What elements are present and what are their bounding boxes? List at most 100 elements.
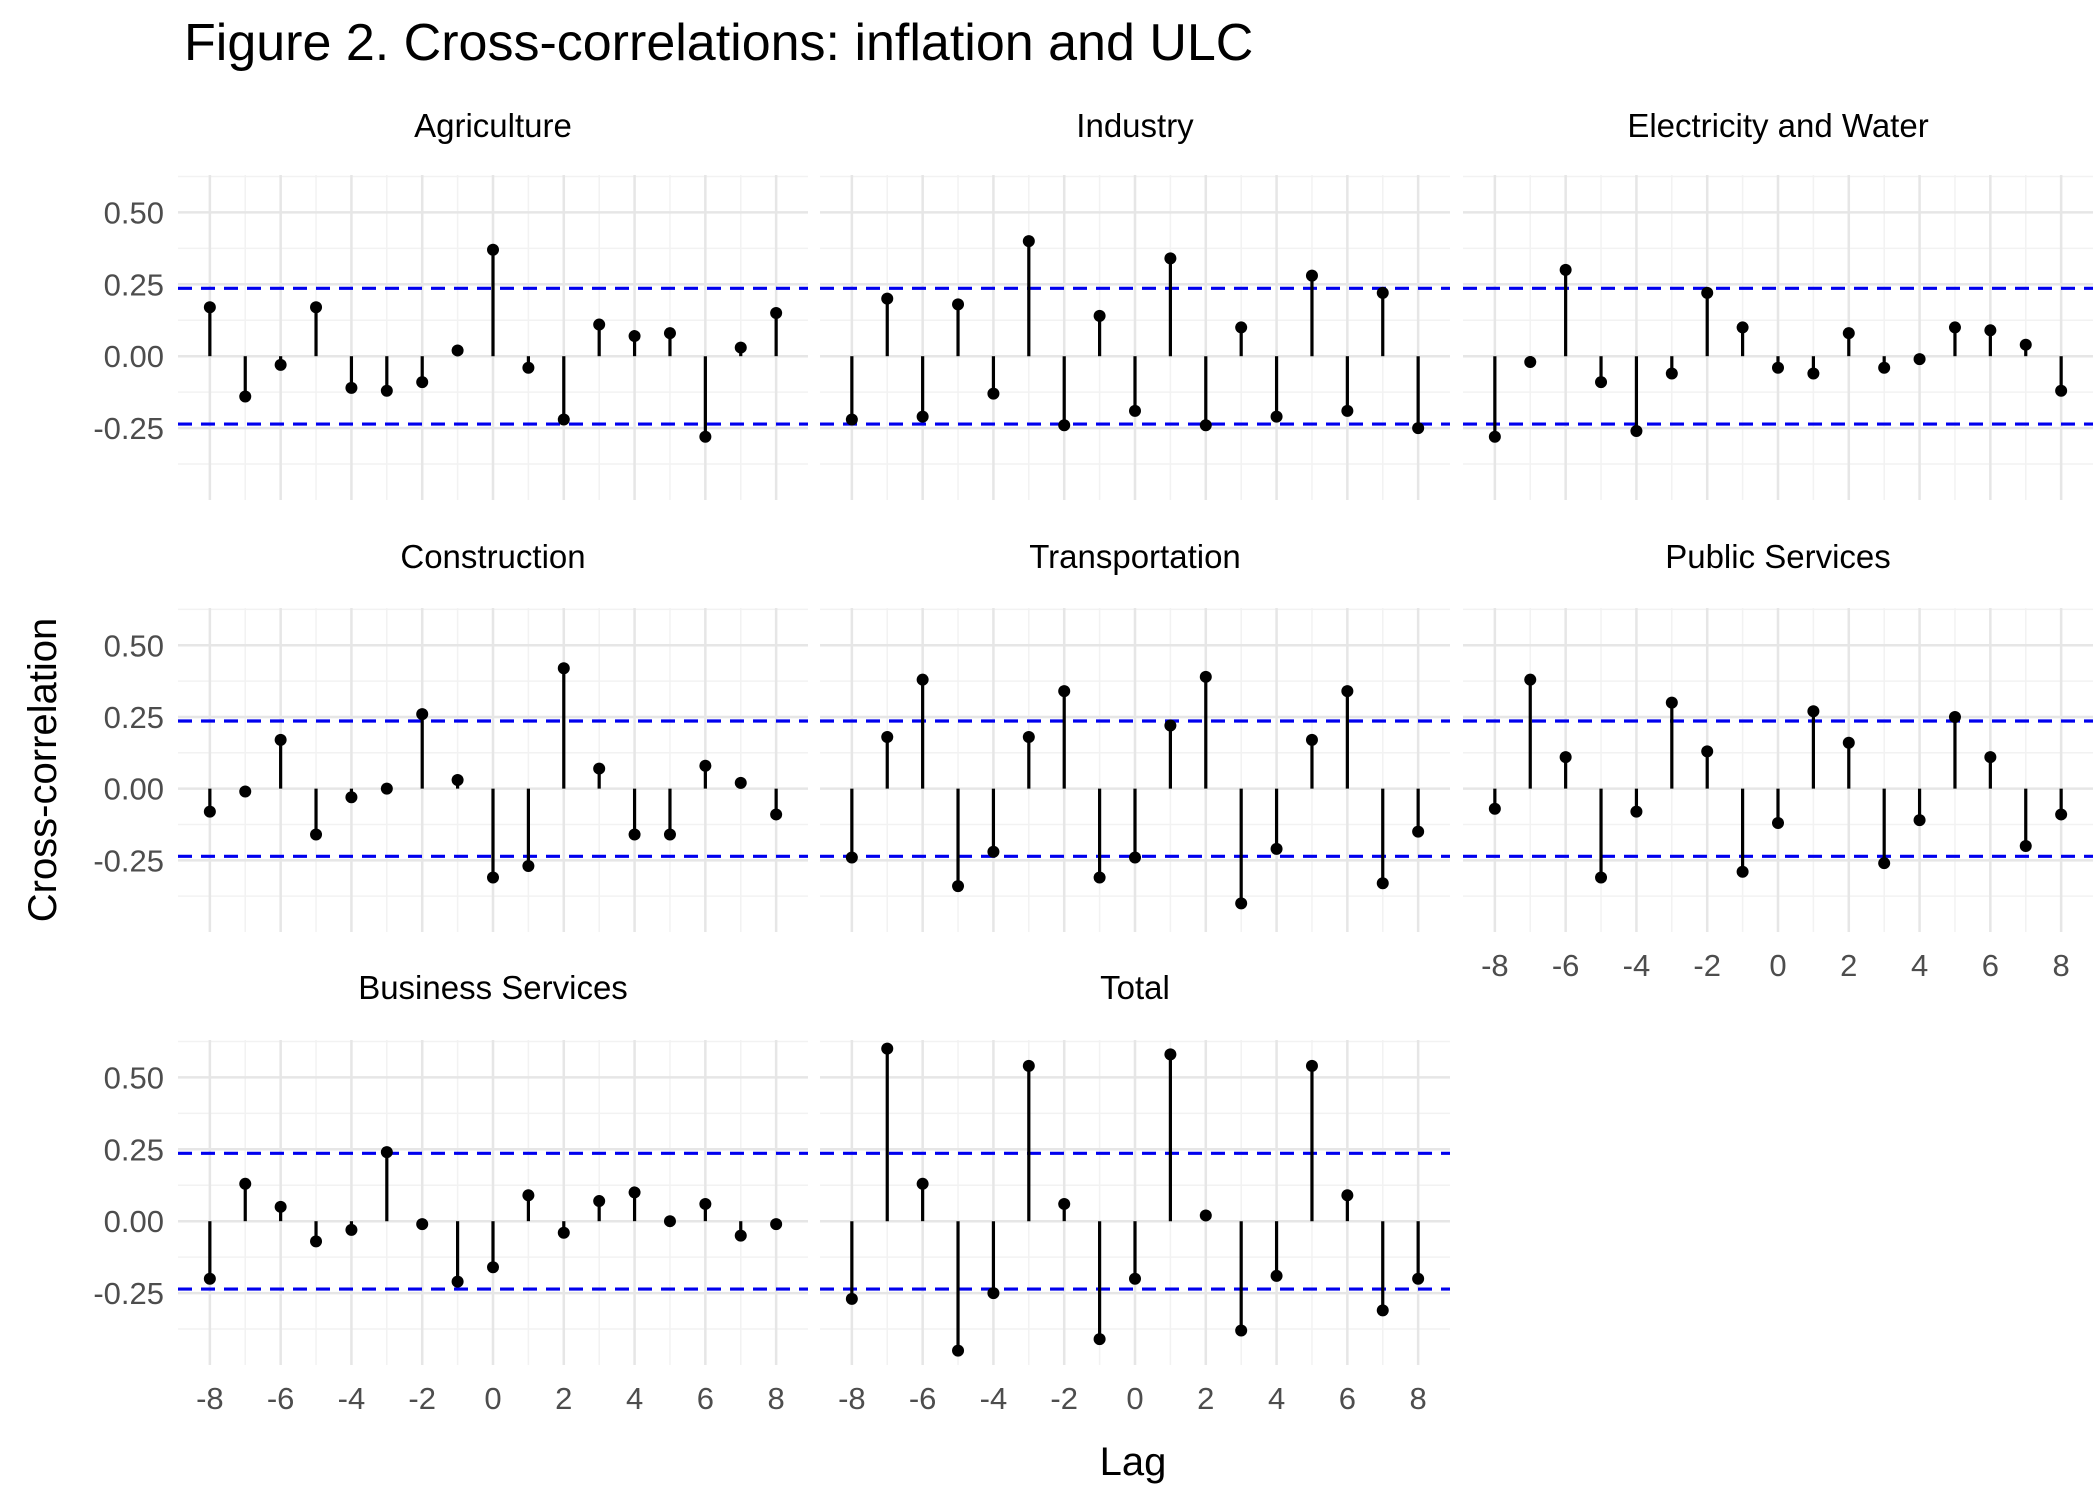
x-tick-label: 0 [1769, 948, 1786, 983]
point-lag--8 [203, 301, 216, 314]
y-tick-label: 0.50 [104, 1060, 164, 1095]
x-tick-label: -2 [1693, 948, 1721, 983]
y-tick-label: -0.25 [93, 411, 164, 446]
panel-agriculture: Agriculture -0.25 0.00 0.25 0.50 [93, 107, 808, 500]
y-tick-label: 0.00 [104, 1204, 164, 1239]
panel-public-services: Public Services -8 -6 -4 -2 0 2 4 6 8 [1463, 538, 2093, 983]
point-lag-4 [628, 1186, 641, 1199]
x-tick-label: 4 [1911, 948, 1928, 983]
point-lag--4 [987, 1287, 1000, 1300]
point-lag-3 [1878, 857, 1891, 870]
point-lag--6 [1559, 263, 1572, 276]
x-tick-label: 4 [626, 1381, 643, 1416]
point-lag-0 [487, 871, 499, 884]
point-lag-8 [770, 1218, 783, 1231]
panel-electricity-and-water: Electricity and Water [1463, 107, 2093, 500]
point-lag-2 [1199, 419, 1212, 432]
point-lag--6 [916, 410, 929, 423]
point-lag--5 [952, 880, 965, 893]
point-lag-0 [1772, 361, 1784, 374]
point-lag-0 [487, 1261, 499, 1274]
point-lag--2 [416, 376, 429, 389]
x-tick-label: 2 [555, 1381, 572, 1416]
point-lag-6 [699, 759, 712, 772]
point-lag-3 [1878, 361, 1891, 374]
point-lag-7 [734, 1229, 747, 1242]
point-lag-1 [522, 1189, 535, 1202]
x-tick-label: -8 [1481, 948, 1509, 983]
point-lag--7 [239, 1177, 252, 1190]
point-lag-2 [1842, 327, 1855, 340]
x-tick-label: -8 [838, 1381, 866, 1416]
point-lag--7 [881, 1042, 894, 1055]
point-lag-1 [1164, 719, 1177, 732]
point-lag-3 [593, 762, 606, 775]
point-lag--6 [916, 673, 929, 686]
x-tick-label: 8 [768, 1381, 785, 1416]
point-lag--1 [451, 774, 464, 787]
point-lag-1 [522, 361, 535, 374]
point-lag--5 [310, 1235, 323, 1248]
point-lag--1 [451, 1275, 464, 1288]
point-lag--5 [310, 828, 323, 841]
point-lag--3 [1022, 235, 1035, 248]
point-lag--2 [416, 708, 429, 721]
point-lag--8 [203, 1272, 216, 1285]
point-lag--3 [1665, 367, 1678, 380]
point-lag-4 [1913, 814, 1926, 827]
point-lag--4 [987, 845, 1000, 858]
point-lag-0 [1129, 851, 1141, 864]
panel-title: Business Services [358, 969, 628, 1006]
x-tick-label: -4 [1623, 948, 1651, 983]
point-lag-2 [557, 662, 570, 675]
point-lag--2 [416, 1218, 429, 1231]
point-lag-6 [699, 430, 712, 443]
point-lag--6 [1559, 751, 1572, 764]
x-tick-label: -8 [196, 1381, 224, 1416]
point-lag--3 [380, 1146, 393, 1159]
point-lag--5 [952, 298, 965, 311]
point-lag-8 [1412, 1272, 1425, 1285]
point-lag-5 [663, 828, 676, 841]
point-lag--4 [1630, 424, 1643, 437]
point-lag-0 [1129, 404, 1141, 417]
point-lag--3 [380, 782, 393, 795]
y-tick-label: -0.25 [93, 843, 164, 878]
point-lag--8 [203, 805, 216, 818]
point-lag-3 [593, 318, 606, 331]
point-lag--4 [987, 387, 1000, 400]
chart-title: Figure 2. Cross-correlations: inflation … [184, 14, 1253, 72]
x-tick-label: -6 [267, 1381, 295, 1416]
point-lag--2 [1058, 419, 1071, 432]
point-lag-5 [663, 327, 676, 340]
panel-industry: Industry [820, 107, 1450, 500]
x-tick-label: -6 [909, 1381, 937, 1416]
point-lag-2 [557, 1226, 570, 1239]
point-lag-7 [1376, 286, 1389, 299]
point-lag-7 [2019, 338, 2032, 351]
point-lag-0 [487, 243, 499, 256]
point-lag--1 [1736, 321, 1749, 334]
point-lag-8 [1412, 825, 1425, 838]
point-lag-4 [628, 330, 641, 343]
point-lag-3 [1235, 321, 1248, 334]
point-lag--2 [1058, 1197, 1071, 1210]
point-lag-4 [1913, 353, 1926, 366]
point-lag-1 [522, 860, 535, 873]
point-lag-8 [770, 307, 783, 320]
point-lag--7 [239, 785, 252, 798]
x-tick-label: 6 [697, 1381, 714, 1416]
y-tick-label: 0.25 [104, 267, 164, 302]
y-tick-label: 0.50 [104, 195, 164, 230]
x-tick-label: -2 [408, 1381, 436, 1416]
x-tick-label: 4 [1268, 1381, 1285, 1416]
point-lag--4 [345, 1223, 358, 1236]
point-lag--5 [1595, 871, 1608, 884]
point-lag--8 [845, 413, 858, 426]
point-lag-0 [1129, 1272, 1141, 1285]
x-tick-label: 6 [1339, 1381, 1356, 1416]
point-lag-5 [1305, 1059, 1318, 1072]
point-lag-3 [1235, 1324, 1248, 1337]
